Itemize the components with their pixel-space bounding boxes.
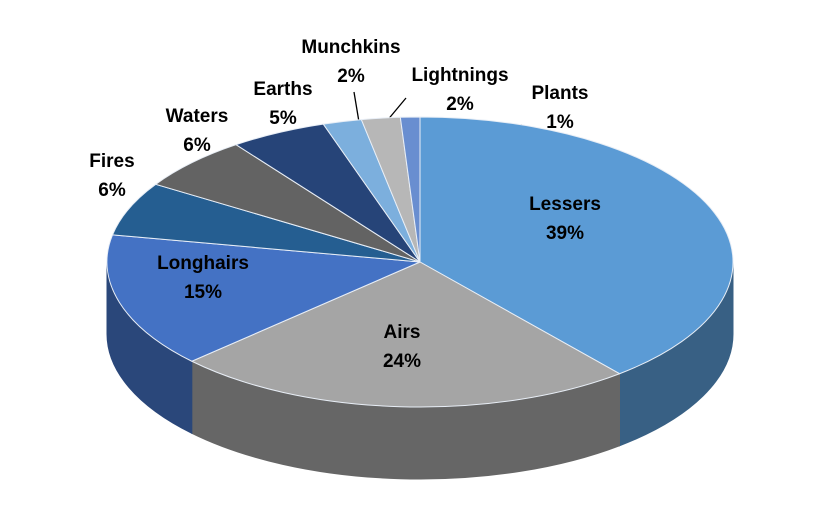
slice-label: Waters: [166, 106, 229, 127]
slice-label: Longhairs: [157, 253, 249, 274]
pie-slice: [419, 116, 734, 375]
value-label: 6%: [98, 180, 126, 201]
pie-slice: [399, 116, 421, 263]
slice-label: Plants: [531, 83, 588, 104]
value-label: 2%: [337, 66, 365, 87]
slice-label: Fires: [89, 151, 134, 172]
slice-label: Munchkins: [301, 37, 400, 58]
value-label: 5%: [269, 108, 297, 129]
value-label: 6%: [183, 135, 211, 156]
pie-slice: [190, 261, 621, 408]
value-label: 39%: [546, 223, 584, 244]
pie-slice: [106, 234, 421, 362]
slice-label: Lightnings: [411, 65, 508, 86]
slice-label: Airs: [384, 322, 421, 343]
slice-label: Earths: [253, 79, 312, 100]
value-label: 15%: [184, 282, 222, 303]
pie-slice: [111, 183, 421, 263]
pie-slice: [154, 144, 421, 263]
leader-line: [353, 91, 360, 123]
value-label: 1%: [546, 112, 574, 133]
value-label: 24%: [383, 351, 421, 372]
slice-label: Lessers: [529, 194, 601, 215]
value-label: 2%: [446, 94, 474, 115]
